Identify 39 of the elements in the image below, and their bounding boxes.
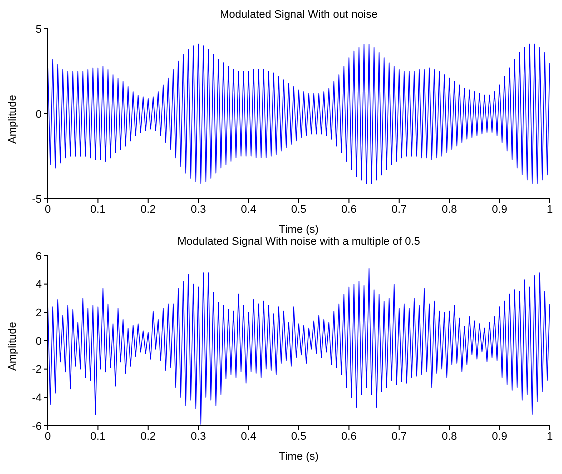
x-tick-label: 0.8 <box>442 204 458 216</box>
line-series <box>48 44 550 184</box>
x-tick-label: 0.2 <box>140 204 156 216</box>
y-tick-label: 0 <box>36 108 42 121</box>
y-tick-label: 0 <box>36 336 42 348</box>
y-tick-label: -5 <box>32 194 42 206</box>
x-tick-label: 0.1 <box>90 204 106 216</box>
x-tick-label: 0.8 <box>442 430 458 443</box>
x-tick-label: 0.7 <box>392 204 408 216</box>
y-tick-label: 6 <box>36 250 42 263</box>
x-tick-label: 0 <box>44 204 52 216</box>
x-tick-label: 0.7 <box>392 430 408 443</box>
x-tick-label: 0.3 <box>190 430 206 443</box>
x-tick-label: 0.4 <box>241 430 256 443</box>
chart-title: Modulated Signal With out noise <box>219 8 379 23</box>
x-tick-label: 0.4 <box>241 204 256 216</box>
y-tick-label: 5 <box>36 24 42 36</box>
x-tick-label: 1 <box>546 430 554 443</box>
y-tick-label: -4 <box>32 392 42 405</box>
x-tick-label: 0.9 <box>492 430 508 443</box>
x-tick-label: 0.2 <box>140 430 156 443</box>
y-axis-title: Amplitude <box>6 95 19 144</box>
x-tick-label: 0.1 <box>90 430 106 443</box>
y-tick-label: -6 <box>32 420 42 433</box>
x-tick-label: 0.5 <box>291 204 307 216</box>
y-axis-title: Amplitude <box>6 322 19 371</box>
x-tick-label: 0.6 <box>342 430 357 443</box>
y-tick-label: 2 <box>36 308 42 320</box>
x-tick-label: 0.6 <box>342 204 357 216</box>
x-tick-label: 0.3 <box>190 204 206 216</box>
x-tick-label: 0.9 <box>492 204 508 216</box>
x-axis-title: Time (s) <box>279 224 319 236</box>
y-tick-label: 4 <box>36 279 42 292</box>
y-tick-label: -2 <box>32 364 42 376</box>
x-tick-label: 0.5 <box>291 430 307 443</box>
x-axis-title: Time (s) <box>279 451 319 463</box>
chart-title: Modulated Signal With noise with a multiple of 0.5 <box>176 235 422 250</box>
x-tick-label: 0 <box>44 430 52 443</box>
x-tick-label: 1 <box>546 204 554 216</box>
